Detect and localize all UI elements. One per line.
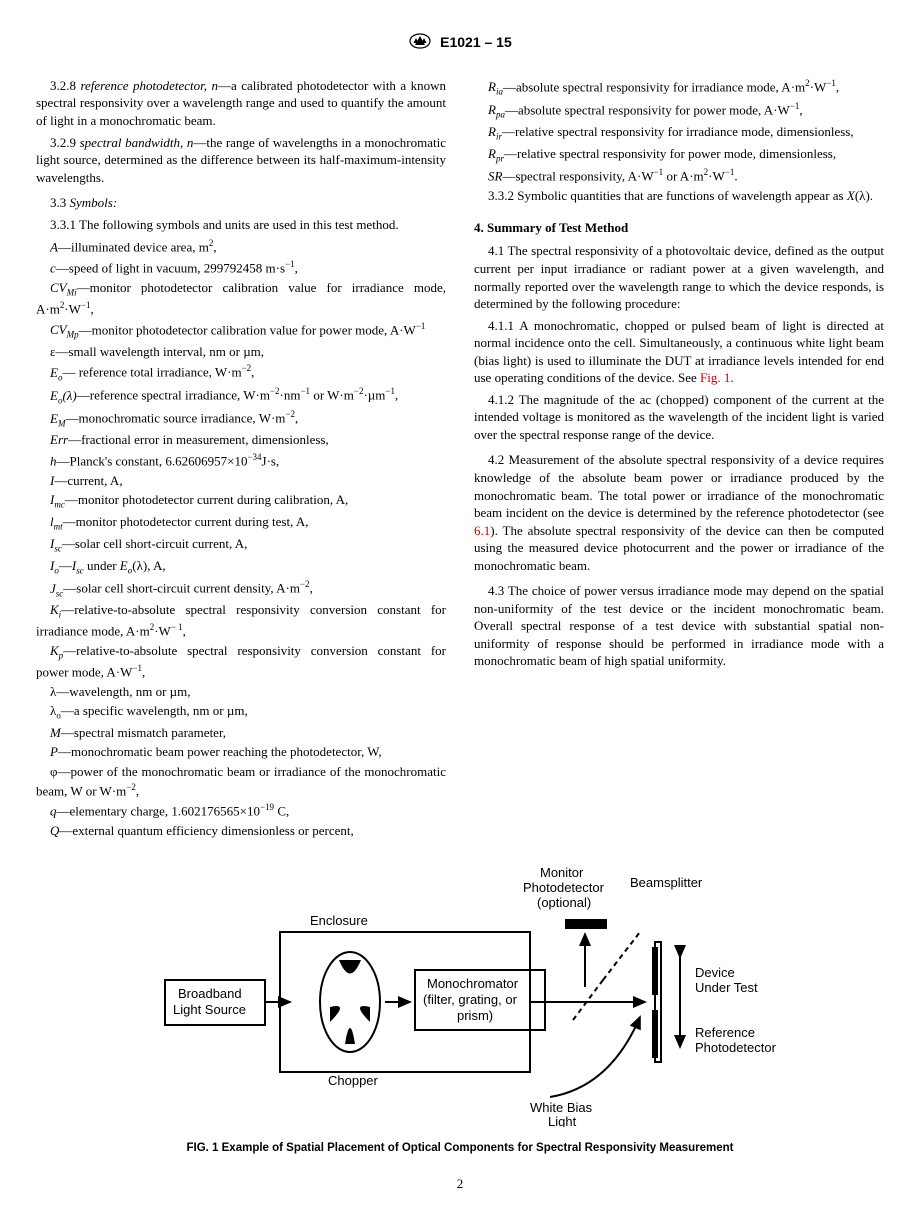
label-ref2: Photodetector xyxy=(695,1040,777,1055)
label-monitor1: Monitor xyxy=(540,865,584,880)
fig1-link[interactable]: Fig. 1 xyxy=(700,370,730,385)
sym-Imt: lmt—monitor photodetector current during… xyxy=(36,513,446,533)
left-column: 3.2.8 reference photodetector, n—a calib… xyxy=(36,77,446,842)
sym-Kp: Kp—relative-to-absolute spectral respons… xyxy=(36,642,446,681)
label-mono2: (filter, grating, or xyxy=(423,992,518,1007)
label-enclosure: Enclosure xyxy=(310,913,368,928)
section-4-heading: 4. Summary of Test Method xyxy=(474,219,884,237)
sym-Ki: Ki—relative-to-absolute spectral respons… xyxy=(36,601,446,640)
sym-Jsc: Jsc—solar cell short-circuit current den… xyxy=(36,578,446,599)
label-mono3: prism) xyxy=(457,1008,493,1023)
label-bias2: Light xyxy=(548,1114,577,1127)
p42: 4.2 Measurement of the absolute spectral… xyxy=(474,451,884,574)
sym-Rir: Rir—relative spectral responsivity for i… xyxy=(474,123,884,143)
sym-c: c—speed of light in vacuum, 299792458 m·… xyxy=(36,258,446,277)
sym-CVMi: CVMi—monitor photodetector calibration v… xyxy=(36,279,446,318)
symbols-heading: 3.3 Symbols: xyxy=(36,194,446,212)
label-monitor3: (optional) xyxy=(537,895,591,910)
sym-I: I—current, A, xyxy=(36,472,446,490)
label-ref1: Reference xyxy=(695,1025,755,1040)
sym-Imc: Imc—monitor photodetector current during… xyxy=(36,491,446,511)
sym-EM: EM—monochromatic source irradiance, W·m−… xyxy=(36,408,446,429)
sym-Ria: Ria—absolute spectral responsivity for i… xyxy=(474,77,884,98)
label-mono1: Monochromator xyxy=(427,976,519,991)
sym-M: M—spectral mismatch parameter, xyxy=(36,724,446,742)
p332: 3.3.2 Symbolic quantities that are funct… xyxy=(474,187,884,205)
sym-q: q—elementary charge, 1.602176565×10−19 C… xyxy=(36,801,446,820)
p411: 4.1.1 A monochromatic, chopped or pulsed… xyxy=(474,317,884,387)
page-number: 2 xyxy=(36,1175,884,1193)
sym-eps: ε—small wavelength interval, nm or µm, xyxy=(36,343,446,361)
p411-text: 4.1.1 A monochromatic, chopped or pulsed… xyxy=(474,318,884,386)
sym-Io: Io—Isc under Eo(λ), A, xyxy=(36,557,446,577)
sym-EoL: Eo(λ)—reference spectral irradiance, W·m… xyxy=(36,385,446,406)
p41: 4.1 The spectral responsivity of a photo… xyxy=(474,242,884,312)
sym-SR: SR—spectral responsivity, A·W−1 or A·m2·… xyxy=(474,166,884,185)
label-dut2: Under Test xyxy=(695,980,758,995)
p42-text: 4.2 Measurement of the absolute spectral… xyxy=(474,452,884,520)
sym-lambda: λ—wavelength, nm or µm, xyxy=(36,683,446,701)
right-column: Ria—absolute spectral responsivity for i… xyxy=(474,77,884,842)
page-header: E1021 – 15 xyxy=(36,32,884,55)
sym-Err: Err—fractional error in measurement, dim… xyxy=(36,431,446,449)
standard-number: E1021 – 15 xyxy=(440,34,512,50)
label-broadband2: Light Source xyxy=(173,1002,246,1017)
sym-Rpr: Rpr—relative spectral responsivity for p… xyxy=(474,145,884,165)
sym-Isc: Isc—solar cell short-circuit current, A, xyxy=(36,535,446,555)
label-bias1: White Bias xyxy=(530,1100,593,1115)
label-dut1: Device xyxy=(695,965,735,980)
def-reference-photodetector: 3.2.8 reference photodetector, n—a calib… xyxy=(36,77,446,130)
sym-phi: φ—power of the monochromatic beam or irr… xyxy=(36,763,446,799)
figure-1: Enclosure Broadband Light Source Chopper… xyxy=(36,862,884,1157)
sym-P: P—monochromatic beam power reaching the … xyxy=(36,743,446,761)
p412: 4.1.2 The magnitude of the ac (chopped) … xyxy=(474,391,884,444)
label-chopper: Chopper xyxy=(328,1073,379,1088)
label-monitor2: Photodetector xyxy=(523,880,605,895)
sym-CVMp: CVMp—monitor photodetector calibration v… xyxy=(36,320,446,341)
sym-Eo: Eo— reference total irradiance, W·m−2, xyxy=(36,362,446,383)
label-broadband1: Broadband xyxy=(178,986,242,1001)
sym-h: h—Planck's constant, 6.62606957×10−34J·s… xyxy=(36,451,446,470)
two-column-body: 3.2.8 reference photodetector, n—a calib… xyxy=(36,77,884,842)
sym-Rpa: Rpa—absolute spectral responsivity for p… xyxy=(474,100,884,121)
label-beamsplitter: Beamsplitter xyxy=(630,875,703,890)
sym-Q: Q—external quantum efficiency dimensionl… xyxy=(36,822,446,840)
p43: 4.3 The choice of power versus irradianc… xyxy=(474,582,884,670)
symbols-intro: 3.3.1 The following symbols and units ar… xyxy=(36,216,446,234)
def-spectral-bandwidth: 3.2.9 spectral bandwidth, n—the range of… xyxy=(36,134,446,187)
figure-1-caption: FIG. 1 Example of Spatial Placement of O… xyxy=(36,1141,884,1157)
sym-lambda-o: λo—a specific wavelength, nm or µm, xyxy=(36,702,446,722)
figure-1-diagram: Enclosure Broadband Light Source Chopper… xyxy=(135,862,785,1127)
ref-6.1-link[interactable]: 6.1 xyxy=(474,523,490,538)
astm-logo-icon xyxy=(408,32,432,55)
p411-tail: . xyxy=(730,370,733,385)
sym-A: A—illuminated device area, m2, xyxy=(36,237,446,256)
p42-tail: ). The absolute spectral responsivity of… xyxy=(474,523,884,573)
